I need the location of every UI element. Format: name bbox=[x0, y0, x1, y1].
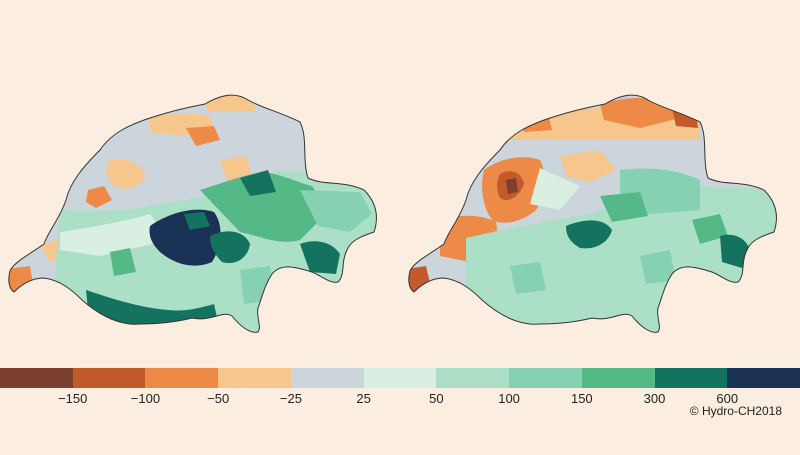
legend-swatch-6 bbox=[436, 368, 510, 388]
legend-tick-label: −150 bbox=[58, 391, 88, 406]
legend-tick-label: 25 bbox=[356, 391, 371, 406]
map-left bbox=[8, 94, 377, 333]
legend-swatch-8 bbox=[581, 368, 655, 388]
legend-swatch-1 bbox=[72, 368, 146, 388]
legend-swatch-4 bbox=[290, 368, 364, 388]
legend-tick-label: 50 bbox=[429, 391, 444, 406]
legend-swatch-10 bbox=[727, 368, 800, 388]
legend-tick-label: −50 bbox=[207, 391, 230, 406]
legend-swatch-2 bbox=[145, 368, 219, 388]
legend-swatch-5 bbox=[363, 368, 437, 388]
legend-swatch-0 bbox=[0, 368, 73, 388]
map-right bbox=[408, 94, 777, 333]
color-scale-bar bbox=[0, 368, 800, 388]
legend-swatch-7 bbox=[509, 368, 582, 388]
legend-tick-label: −25 bbox=[279, 391, 302, 406]
switzerland-maps bbox=[8, 94, 777, 333]
legend-tick-label: 150 bbox=[570, 391, 593, 406]
legend-tick-label: −100 bbox=[130, 391, 161, 406]
copyright-text: © Hydro-CH2018 bbox=[689, 404, 782, 418]
legend-tick-label: 300 bbox=[643, 391, 666, 406]
legend-tick-label: 600 bbox=[716, 391, 739, 406]
legend-swatch-9 bbox=[654, 368, 728, 388]
color-scale-ticks: −150 −100 −50 −25 25 50 100 150 300 600 bbox=[0, 391, 800, 409]
legend-tick-label: 100 bbox=[498, 391, 520, 406]
legend-swatch-3 bbox=[218, 368, 291, 388]
